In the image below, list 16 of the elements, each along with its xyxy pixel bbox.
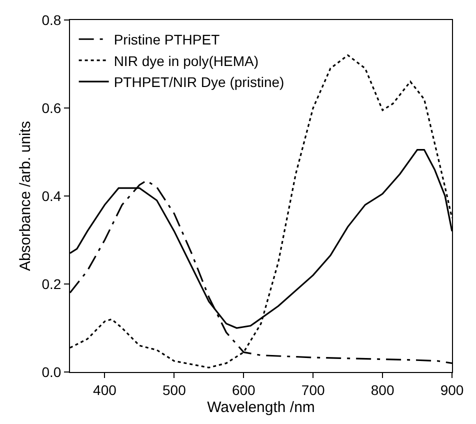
legend-label: PTHPET/NIR Dye (pristine): [114, 74, 284, 90]
legend-label: NIR dye in poly(HEMA): [114, 52, 259, 69]
y-tick-label: 0.8: [42, 12, 62, 28]
x-tick-label: 500: [162, 382, 186, 398]
legend-label: Pristine PTHPET: [114, 32, 220, 48]
x-axis-title: Wavelength /nm: [207, 398, 315, 416]
x-tick-label: 900: [440, 382, 464, 398]
y-tick-label: 0.6: [42, 100, 62, 116]
y-tick-label: 0.0: [42, 364, 62, 380]
y-tick-label: 0.2: [42, 276, 62, 292]
x-tick-label: 600: [232, 382, 256, 398]
x-tick-label: 800: [370, 382, 394, 398]
x-tick-label: 700: [301, 382, 325, 398]
y-axis-title: Absorbance /arb. units: [17, 120, 34, 272]
y-tick-label: 0.4: [42, 188, 62, 204]
x-tick-label: 400: [93, 382, 117, 398]
